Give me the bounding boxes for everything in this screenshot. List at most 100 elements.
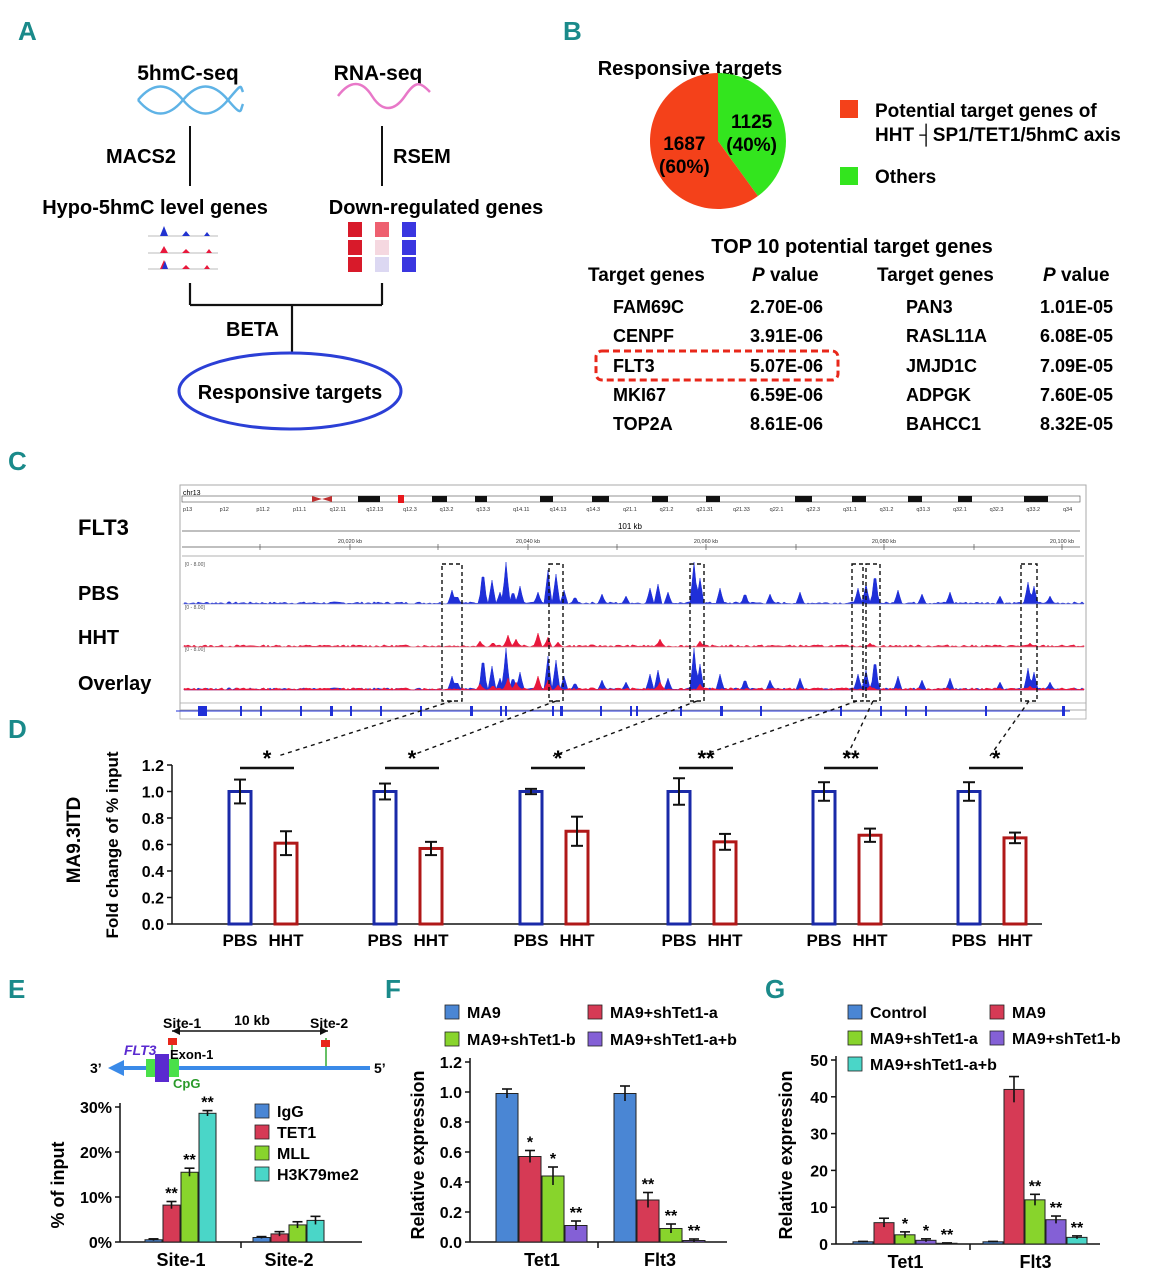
- legend-swatch: [587, 1031, 603, 1047]
- table-gene: BAHCC1: [906, 414, 981, 434]
- chromosome-band: [540, 496, 553, 502]
- y-tick-label: 40: [810, 1090, 828, 1107]
- x-tick-label: Site-1: [156, 1250, 205, 1270]
- gene-exon: [198, 706, 207, 716]
- x-tick-label: HHT: [560, 931, 596, 950]
- chromosome-label: chr13: [183, 490, 201, 497]
- gene-exon: [330, 706, 333, 716]
- band-label: q21.31: [696, 507, 713, 513]
- band-label: q14.13: [550, 507, 567, 513]
- y-tick-label: 0.8: [440, 1115, 462, 1132]
- band-labels: p13 p12 p11.2 p11.1 q12.11 q12.13 q12.3 q13.2 q1…: [183, 507, 1072, 513]
- legend-label: H3K79me2: [277, 1167, 359, 1184]
- table-pvalue: 5.07E-06: [750, 356, 823, 376]
- gene-exon: [300, 706, 302, 716]
- legend-label: MLL: [277, 1146, 310, 1163]
- track-range-label: [0 - 8.00]: [185, 562, 205, 568]
- band-label: q14.11: [513, 507, 529, 513]
- legend-swatch: [254, 1166, 270, 1182]
- legend-swatch-target: [840, 100, 858, 118]
- seq-rna-label: RNA-seq: [334, 62, 423, 85]
- legend-swatch: [444, 1031, 460, 1047]
- gene-exon: [240, 706, 242, 716]
- pbs-bar: [956, 790, 982, 926]
- gene-exon: [925, 706, 927, 716]
- connector-line: [552, 700, 698, 757]
- pbs-bar: [811, 790, 837, 926]
- table-gene: PAN3: [906, 297, 953, 317]
- band-label: q21.1: [623, 507, 637, 513]
- p-rest: value: [765, 265, 819, 286]
- panel-d: MA9.3ITD Fold change of % input 0.00.20.…: [64, 746, 1042, 950]
- x-tick-label: HHT: [998, 931, 1034, 950]
- dna-helix-icon: [137, 85, 245, 115]
- significance-label: **: [183, 1152, 196, 1169]
- panel-e: 10 kb Site-1 Site-2 FLT3 Exon-1 CpG 3’ 5…: [48, 1012, 386, 1270]
- centromere-icon: [312, 496, 332, 502]
- pie-title: Responsive targets: [598, 58, 783, 80]
- p-letter: P: [752, 265, 765, 286]
- legend-swatch-others: [840, 167, 858, 185]
- y-tick-label: 20: [810, 1163, 828, 1180]
- pbs-signal-track: [183, 561, 1085, 605]
- significance-label: **: [1071, 1220, 1084, 1237]
- connector-line: [846, 700, 874, 757]
- legend-label: TET1: [277, 1125, 316, 1142]
- table-header-gene-right: Target genes: [877, 265, 994, 286]
- exon-box: [146, 1059, 156, 1077]
- table-pvalue: 6.08E-05: [1040, 326, 1113, 346]
- gene-exon: [630, 706, 632, 716]
- y-axis-title: Relative expression: [408, 1070, 428, 1239]
- chromosome-outline: [181, 495, 1081, 503]
- chromosome-band: [475, 496, 487, 502]
- y-tick-label: 0.0: [440, 1235, 462, 1252]
- significance-label: **: [201, 1095, 214, 1112]
- hht-bar: [1002, 836, 1028, 926]
- band-label: q31.2: [880, 507, 894, 513]
- direction-arrow-icon: [108, 1060, 124, 1076]
- table-gene: MKI67: [613, 385, 666, 405]
- x-tick-label: PBS: [807, 931, 842, 950]
- chromosome-band: [795, 496, 812, 502]
- gene-exon: [260, 706, 262, 716]
- pie-slice: [718, 73, 786, 197]
- significance-label: **: [665, 1208, 678, 1225]
- chromosome-band: [706, 496, 720, 502]
- chart-e: 0% 10% 20% 30% ** ** ** Site-1 Site-2 IgG TET1 MLL H…: [80, 1095, 362, 1270]
- panel-label-g: G: [765, 974, 785, 1004]
- x-tick-label: Site-2: [264, 1250, 313, 1270]
- panel-a-workflow: 5hmC-seq RNA-seq MACS2 RSEM Hypo-5hmC le…: [42, 62, 543, 431]
- pie-value-label: 1125: [731, 112, 773, 133]
- coord-ticks: 20,020 kb 20,040 kb 20,060 kb 20,080 kb 20,1…: [259, 539, 1074, 550]
- x-tick-label: PBS: [223, 931, 258, 950]
- significance-label: *: [554, 746, 563, 771]
- legend-label: MA9: [467, 1005, 501, 1022]
- site2-marker: [321, 1040, 330, 1047]
- table-header-p-left: P value: [752, 265, 819, 286]
- table-header-gene-left: Target genes: [588, 265, 705, 286]
- peak-highlight-box: [441, 563, 463, 702]
- exon-1-label: Exon-1: [170, 1047, 213, 1062]
- peak-highlight-boxes: [277, 563, 1038, 757]
- table-title: TOP 10 potential target genes: [711, 236, 993, 258]
- y-tick-label: 0.2: [440, 1205, 462, 1222]
- legend-label: MA9+shTet1-b: [1012, 1031, 1121, 1048]
- result-label: Responsive targets: [198, 382, 383, 404]
- table-right: PAN3 1.01E-05 RASL11A 6.08E-05 JMJD1C 7.…: [906, 297, 1113, 434]
- coord-label: 20,060 kb: [694, 539, 718, 545]
- table-pvalue: 7.60E-05: [1040, 385, 1113, 405]
- band-label: q21.2: [660, 507, 674, 513]
- chromosome-band: [908, 496, 922, 502]
- legend-swatch: [254, 1124, 270, 1140]
- y-tick-label: 0.0: [142, 917, 164, 934]
- cpg-label: CpG: [173, 1076, 200, 1091]
- band-label: q12.13: [366, 507, 383, 513]
- significance-label: **: [1029, 1178, 1042, 1195]
- y-tick-label: 30: [810, 1127, 828, 1144]
- p-letter: P: [1043, 265, 1056, 286]
- table-pvalue: 6.59E-06: [750, 385, 823, 405]
- gene-exon: [880, 706, 882, 716]
- cpg-box: [169, 1059, 179, 1077]
- gene-exon: [560, 706, 563, 716]
